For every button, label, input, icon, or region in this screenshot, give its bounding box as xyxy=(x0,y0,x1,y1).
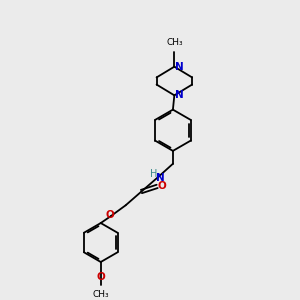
Text: N: N xyxy=(175,62,184,72)
Text: CH₃: CH₃ xyxy=(166,38,183,47)
Text: O: O xyxy=(157,181,166,190)
Text: N: N xyxy=(156,172,165,182)
Text: O: O xyxy=(106,210,115,220)
Text: O: O xyxy=(97,272,105,283)
Text: CH₃: CH₃ xyxy=(92,290,109,299)
Text: H: H xyxy=(150,169,157,179)
Text: N: N xyxy=(175,90,184,100)
